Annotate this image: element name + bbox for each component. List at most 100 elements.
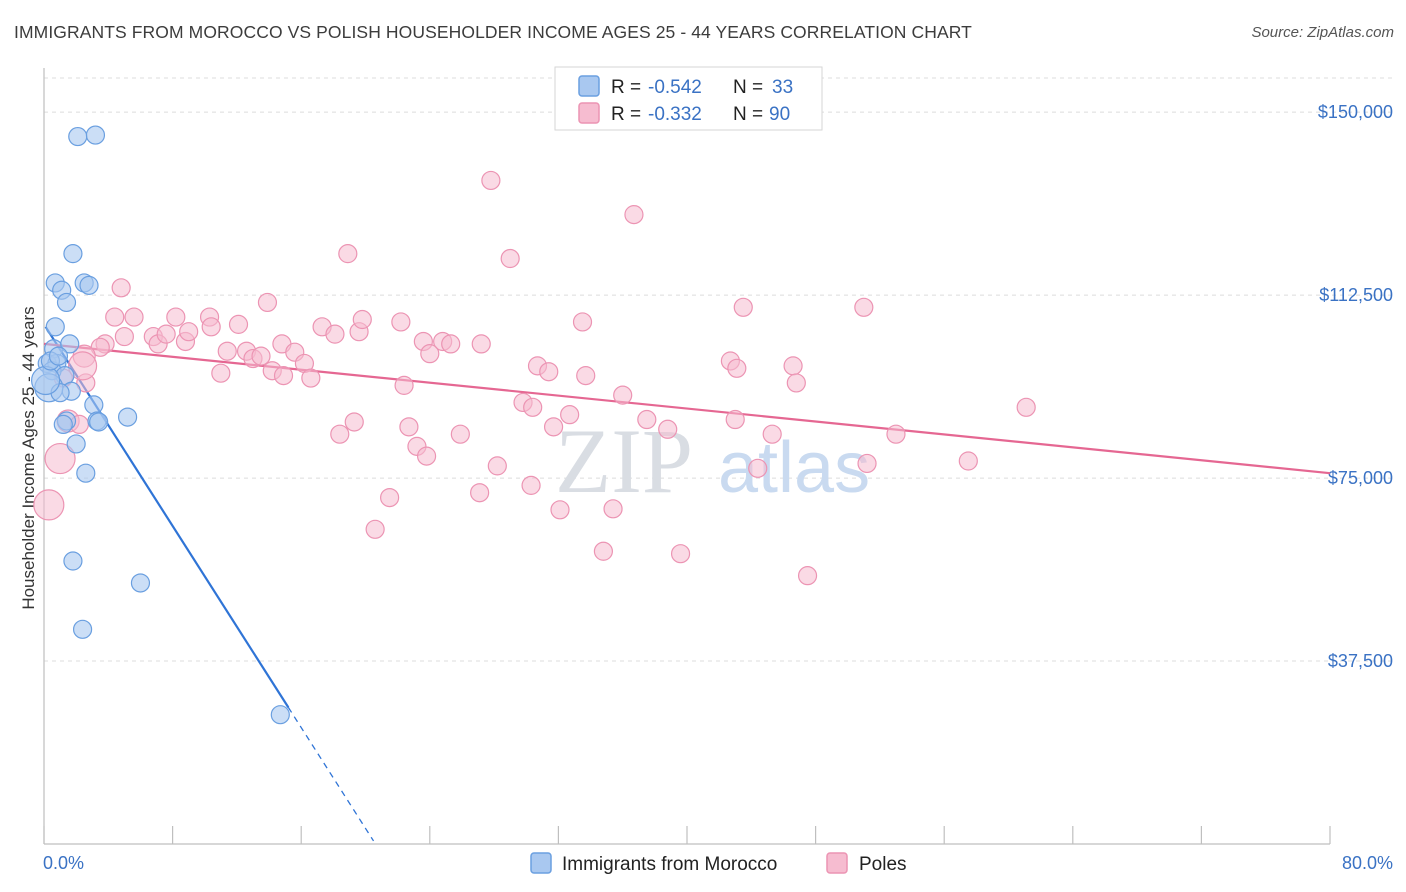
point-poles <box>217 341 237 361</box>
point-poles <box>166 307 186 327</box>
point-poles <box>273 366 294 386</box>
bottom-legend-swatch-morocco <box>530 852 552 874</box>
point-poles <box>733 297 753 317</box>
legend: R = -0.542 N = 33 R = -0.332 N = 90 <box>554 66 823 131</box>
point-poles <box>603 499 623 519</box>
legend-r-value-1: -0.542 <box>648 77 702 98</box>
point-poles <box>251 346 271 366</box>
point-poles <box>481 170 501 191</box>
point-morocco <box>48 346 69 366</box>
x-tick-label-max: 80.0% <box>1342 853 1393 873</box>
point-poles <box>727 358 747 378</box>
axes <box>43 68 1331 845</box>
point-poles <box>783 356 803 376</box>
point-poles <box>470 483 490 503</box>
point-poles <box>487 456 507 476</box>
point-poles <box>471 334 491 354</box>
y-tick-label: $37,500 <box>1328 651 1393 671</box>
y-tick-label: $150,000 <box>1318 102 1393 122</box>
legend-swatch-morocco <box>578 75 600 97</box>
point-poles <box>325 324 345 344</box>
watermark-atlas: atlas <box>718 428 870 508</box>
y-tick-label: $112,500 <box>1319 285 1393 305</box>
point-morocco <box>68 126 88 147</box>
legend-n-value-1: 33 <box>772 77 793 98</box>
point-poles <box>179 322 199 342</box>
point-poles <box>394 375 414 395</box>
bottom-legend: Immigrants from Morocco Poles <box>530 852 907 875</box>
gridlines <box>44 77 1393 662</box>
point-poles <box>124 307 144 327</box>
point-poles <box>560 405 580 425</box>
bottom-legend-label-poles: Poles <box>859 854 907 875</box>
point-morocco <box>60 334 80 354</box>
point-poles <box>33 489 65 521</box>
point-poles <box>111 278 131 298</box>
point-poles <box>391 312 411 332</box>
point-morocco <box>63 244 83 264</box>
point-poles <box>725 409 745 430</box>
point-poles <box>301 368 321 388</box>
point-poles <box>521 475 541 495</box>
legend-n-label-2: N = <box>733 104 763 125</box>
point-poles <box>624 205 644 225</box>
point-morocco <box>270 705 290 725</box>
point-poles <box>857 453 877 474</box>
point-poles <box>572 312 593 332</box>
point-morocco <box>79 275 99 295</box>
point-morocco <box>63 551 83 571</box>
point-poles <box>613 385 633 405</box>
point-poles <box>762 424 782 444</box>
point-poles <box>500 248 520 269</box>
point-poles <box>365 519 385 539</box>
point-poles <box>748 458 768 478</box>
legend-r-value-2: -0.332 <box>648 104 702 125</box>
point-morocco <box>85 125 106 145</box>
point-poles <box>114 326 134 347</box>
point-poles <box>543 417 564 437</box>
point-poles <box>1016 397 1036 417</box>
legend-swatch-poles <box>578 102 600 124</box>
watermark: ZIP atlas <box>555 410 870 512</box>
point-morocco <box>31 365 61 396</box>
point-poles <box>593 541 614 561</box>
point-poles <box>201 317 221 337</box>
point-poles <box>399 417 419 437</box>
point-poles <box>211 363 231 383</box>
legend-n-value-2: 90 <box>769 104 790 125</box>
point-poles <box>797 566 818 586</box>
point-morocco <box>72 619 93 639</box>
point-poles <box>44 442 76 475</box>
point-poles <box>67 351 98 381</box>
point-poles <box>344 412 364 432</box>
point-poles <box>441 334 461 354</box>
bottom-legend-swatch-poles <box>826 852 848 874</box>
point-poles <box>257 292 278 313</box>
point-morocco <box>84 395 104 415</box>
point-poles <box>338 244 358 264</box>
point-poles <box>523 397 543 417</box>
chart-title: IMMIGRANTS FROM MOROCCO VS POLISH HOUSEH… <box>14 22 972 42</box>
point-poles <box>637 409 657 430</box>
point-poles <box>576 366 596 386</box>
series-morocco <box>31 125 290 725</box>
point-poles <box>352 309 372 330</box>
point-poles <box>886 424 906 444</box>
point-poles <box>380 487 400 508</box>
point-poles <box>105 307 125 327</box>
y-axis-label: Householder Income Ages 25 - 44 years <box>19 306 38 609</box>
point-poles <box>539 362 559 382</box>
point-poles <box>658 419 678 439</box>
point-morocco <box>89 412 109 432</box>
y-axis-ticks: $37,500 $75,000 $112,500 $150,000 <box>1318 102 1393 671</box>
point-poles <box>670 544 691 564</box>
point-poles <box>156 324 176 344</box>
point-poles <box>550 500 570 520</box>
trend-line-morocco-extension <box>287 707 375 842</box>
y-tick-label: $75,000 <box>1328 468 1393 488</box>
point-poles <box>228 314 249 334</box>
point-poles <box>450 424 470 444</box>
point-morocco <box>117 407 138 427</box>
point-poles <box>958 451 978 471</box>
point-poles <box>416 446 437 466</box>
